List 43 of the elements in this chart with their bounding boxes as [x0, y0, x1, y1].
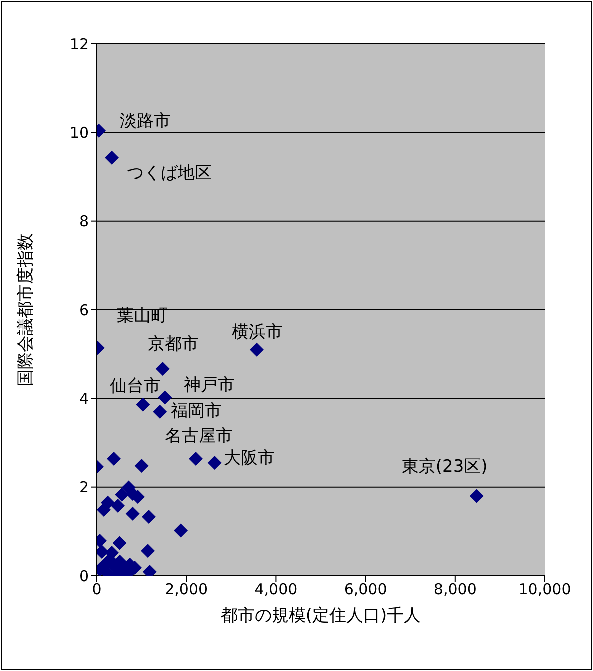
point	[126, 506, 140, 521]
point	[136, 398, 150, 412]
x-tick-label: 0	[92, 580, 102, 599]
x-tick-label: 4,000	[254, 580, 298, 599]
point	[174, 524, 188, 538]
point	[107, 452, 122, 466]
annotation: 大阪市	[224, 448, 275, 469]
x-tick-label: 6,000	[344, 580, 388, 599]
point	[208, 456, 222, 470]
annotation: 淡路市	[120, 112, 172, 132]
point	[250, 342, 264, 357]
x-tick-label: 2,000	[165, 580, 208, 599]
point	[134, 459, 149, 474]
annotation: 仙台市	[110, 376, 162, 397]
point	[97, 502, 111, 517]
x-axis-title: 都市の規模(定住人口)千人	[220, 606, 422, 626]
y-tick-label: 6	[79, 301, 89, 320]
y-tick-label: 2	[79, 478, 89, 497]
annotation: つくば地区	[127, 164, 212, 184]
y-tick-label: 10	[70, 124, 89, 142]
y-tick-label: 4	[79, 390, 89, 408]
point	[115, 488, 130, 502]
annotation: 京都市	[148, 334, 199, 355]
point	[153, 404, 168, 419]
x-tick-label: 10,000	[518, 580, 572, 599]
point	[142, 510, 156, 524]
annotation: 福岡市	[171, 402, 222, 422]
point	[112, 536, 127, 550]
y-tick-label: 0	[79, 567, 89, 586]
annotation: 名古屋市	[165, 426, 234, 447]
point	[189, 452, 204, 466]
annotation: 東京(23区)	[402, 456, 488, 477]
point	[156, 362, 170, 376]
y-tick-label: 12	[70, 35, 89, 54]
annotation: 横浜市	[232, 322, 283, 343]
point	[111, 498, 126, 513]
annotation: 神戸市	[184, 375, 236, 396]
point	[141, 544, 156, 558]
point	[470, 489, 484, 504]
x-tick-label: 8,000	[434, 580, 477, 599]
point	[105, 150, 120, 165]
y-axis-title: 国際会議都市度指数	[16, 234, 36, 386]
y-tick-label: 8	[79, 212, 89, 231]
